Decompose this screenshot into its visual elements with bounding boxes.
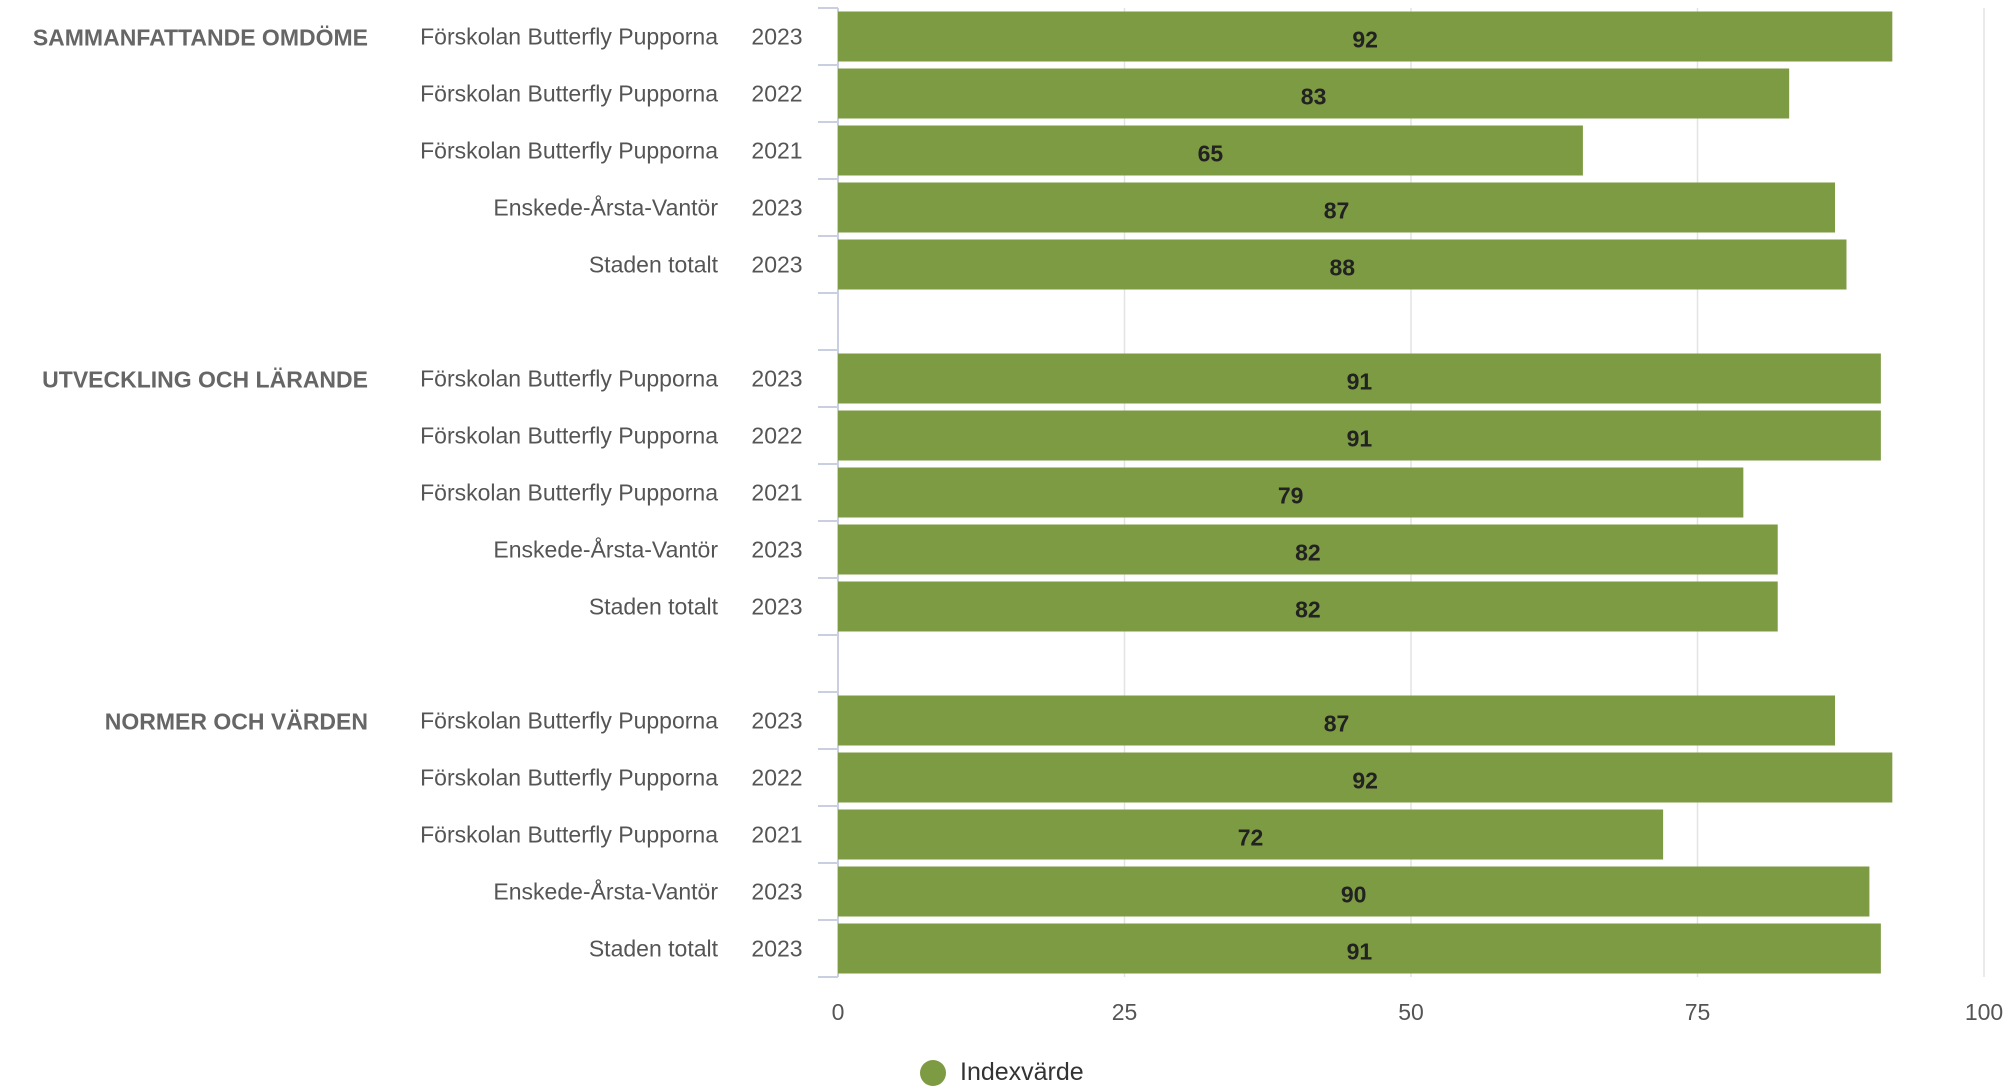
data-label: 92 [1352,27,1378,53]
data-label: 72 [1238,825,1264,851]
category-label: Förskolan Butterfly Pupporna [420,822,718,848]
bar [838,11,1893,62]
bar [838,353,1881,404]
x-tick-label: 50 [1398,999,1424,1025]
legend-label: Indexvärde [960,1058,1084,1086]
year-label: 2022 [751,81,802,107]
category-label: Staden totalt [589,252,719,278]
data-label: 91 [1347,369,1373,395]
data-label: 90 [1341,882,1367,908]
year-label: 2023 [751,24,802,50]
x-tick-label: 75 [1685,999,1711,1025]
year-label: 2023 [751,594,802,620]
group-label: UTVECKLING OCH LÄRANDE [42,367,368,393]
x-tick-label: 0 [832,999,845,1025]
bar [838,410,1881,461]
data-label: 87 [1324,198,1350,224]
year-label: 2023 [751,195,802,221]
bar [838,923,1881,974]
bar [838,752,1893,803]
category-label: Enskede-Årsta-Vantör [493,878,718,905]
bar [838,524,1778,575]
year-label: 2021 [751,138,802,164]
category-label: Enskede-Årsta-Vantör [493,536,718,563]
year-label: 2023 [751,252,802,278]
year-label: 2021 [751,822,802,848]
bar [838,866,1870,917]
category-label: Förskolan Butterfly Pupporna [420,24,718,50]
data-label: 88 [1329,255,1355,281]
data-label: 91 [1347,426,1373,452]
category-label: Förskolan Butterfly Pupporna [420,765,718,791]
category-label: Staden totalt [589,594,719,620]
group-label: NORMER OCH VÄRDEN [105,709,368,735]
data-label: 91 [1347,939,1373,965]
category-label: Förskolan Butterfly Pupporna [420,81,718,107]
category-label: Förskolan Butterfly Pupporna [420,480,718,506]
data-label: 87 [1324,711,1350,737]
category-label: Förskolan Butterfly Pupporna [420,708,718,734]
year-label: 2023 [751,879,802,905]
x-tick-label: 100 [1965,999,2003,1025]
year-label: 2023 [751,936,802,962]
bar [838,695,1836,746]
category-label: Förskolan Butterfly Pupporna [420,138,718,164]
data-label: 82 [1295,540,1321,566]
year-label: 2023 [751,708,802,734]
data-label: 79 [1278,483,1304,509]
bar [838,182,1836,233]
year-label: 2021 [751,480,802,506]
bar [838,68,1790,119]
category-label: Enskede-Årsta-Vantör [493,194,718,221]
data-label: 83 [1301,84,1327,110]
category-label: Staden totalt [589,936,719,962]
legend[interactable]: Indexvärde [920,1058,1084,1087]
x-tick-label: 25 [1112,999,1138,1025]
bar [838,809,1664,860]
data-label: 65 [1198,141,1224,167]
legend-marker-icon [920,1059,946,1086]
year-label: 2023 [751,537,802,563]
data-label: 92 [1352,768,1378,794]
group-label: SAMMANFATTANDE OMDÖME [33,25,368,51]
year-label: 2022 [751,765,802,791]
bar [838,239,1847,290]
bar [838,467,1744,518]
category-label: Förskolan Butterfly Pupporna [420,423,718,449]
data-label: 82 [1295,597,1321,623]
year-label: 2022 [751,423,802,449]
bar [838,581,1778,632]
year-label: 2023 [751,366,802,392]
category-label: Förskolan Butterfly Pupporna [420,366,718,392]
bar [838,125,1583,176]
